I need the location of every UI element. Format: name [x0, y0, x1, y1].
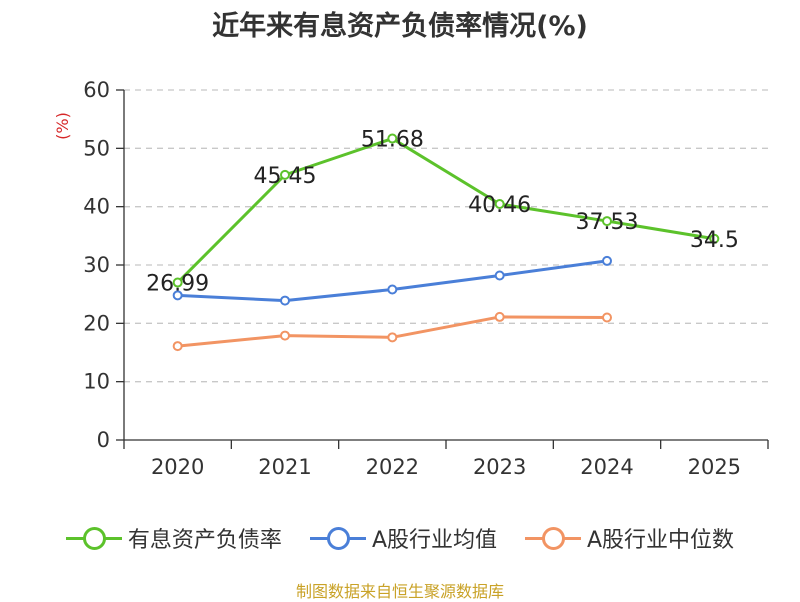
data-point — [602, 312, 612, 323]
y-tick-label: 10 — [83, 370, 110, 394]
legend-marker-icon — [65, 526, 122, 550]
y-tick-label: 30 — [83, 253, 110, 277]
data-point — [172, 277, 183, 288]
grid-lines — [124, 89, 768, 383]
data-point — [280, 169, 290, 180]
data-labels: 26.99 45.45 51.68 40.46 37.53 34.5 — [146, 128, 739, 297]
series-lines — [172, 133, 720, 352]
data-point — [602, 216, 612, 227]
axes: 0 10 20 30 40 50 60 2020 2021 2022 2023 2024 2025 — [83, 78, 769, 479]
source-note: 制图数据来自恒生聚源数据库 — [295, 582, 504, 601]
data-label: 34.5 — [690, 228, 739, 253]
data-point — [494, 270, 505, 281]
x-tick-label: 2025 — [688, 455, 741, 479]
data-label: 26.99 — [146, 272, 209, 297]
data-point — [172, 341, 183, 352]
x-tick-label: 2020 — [151, 455, 204, 479]
data-point — [494, 198, 505, 209]
x-tick-label: 2021 — [258, 455, 311, 479]
data-label: 45.45 — [254, 164, 317, 189]
legend-item[interactable]: 有息资产负债率 — [65, 522, 282, 554]
series-line — [176, 137, 715, 284]
legend: 有息资产负债率 A股行业均值 A股行业中位数 — [0, 520, 800, 556]
data-point — [280, 330, 290, 341]
y-axis-label: (%) — [53, 112, 72, 140]
y-tick-label: 50 — [83, 136, 110, 160]
legend-item[interactable]: A股行业均值 — [309, 522, 497, 554]
data-point — [387, 133, 398, 144]
data-point — [387, 284, 398, 295]
series-line — [177, 259, 608, 303]
legend-marker-icon — [309, 526, 366, 550]
legend-label: 有息资产负债率 — [127, 528, 282, 553]
legend-label: A股行业均值 — [371, 528, 497, 553]
legend-item[interactable]: A股行业中位数 — [525, 522, 734, 554]
data-label: 37.53 — [576, 210, 639, 235]
y-tick-label: 40 — [83, 195, 110, 219]
data-label: 40.46 — [468, 193, 531, 218]
chart-title: 近年来有息资产负债率情况(%) — [212, 11, 588, 42]
y-tick-label: 60 — [83, 78, 110, 102]
legend-marker-icon — [525, 526, 581, 550]
x-tick-label: 2023 — [473, 455, 526, 479]
data-point — [494, 311, 505, 322]
y-tick-label: 20 — [83, 311, 110, 335]
data-point — [709, 233, 720, 244]
data-point — [602, 255, 612, 266]
data-label: 51.68 — [361, 128, 424, 153]
legend-label: A股行业中位数 — [587, 528, 735, 553]
data-point — [387, 332, 398, 343]
y-tick-label: 0 — [97, 428, 110, 452]
x-tick-label: 2022 — [366, 455, 419, 479]
x-tick-label: 2024 — [580, 455, 633, 479]
data-point — [280, 295, 290, 306]
data-point — [172, 290, 183, 301]
